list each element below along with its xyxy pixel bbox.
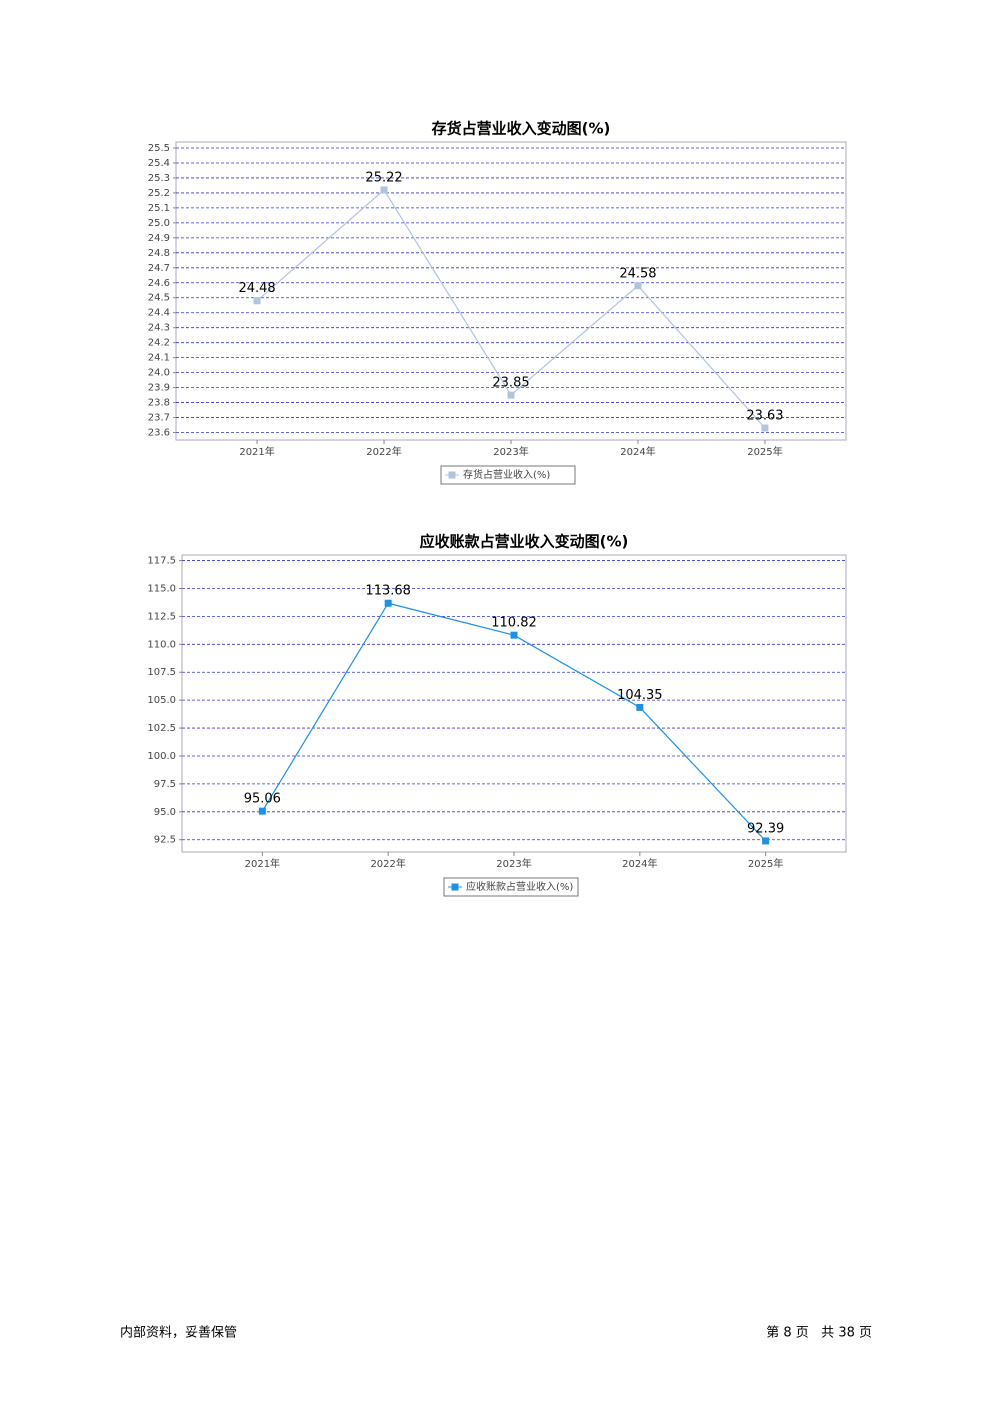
legend-marker <box>448 471 456 479</box>
y-tick-label: 25.3 <box>148 173 170 184</box>
x-tick-label: 2024年 <box>620 445 655 458</box>
x-tick-label: 2022年 <box>366 445 401 458</box>
x-tick-label: 2022年 <box>370 857 405 870</box>
x-tick-label: 2023年 <box>493 445 528 458</box>
y-tick-label: 24.5 <box>148 293 170 304</box>
value-label: 24.58 <box>619 266 656 281</box>
legend-box <box>443 877 579 897</box>
legend-box <box>440 465 576 485</box>
legend-label: 应收账款占营业收入(%) <box>466 880 573 893</box>
footer-left: 内部资料，妥善保管 <box>120 1325 237 1341</box>
y-tick-label: 25.0 <box>148 218 170 229</box>
point <box>253 297 261 305</box>
y-tick-label: 25.5 <box>148 143 170 154</box>
point <box>636 703 644 711</box>
y-tick-label: 97.5 <box>154 779 176 790</box>
point <box>380 186 388 194</box>
y-tick-label: 23.8 <box>148 398 170 409</box>
y-tick-label: 117.5 <box>147 556 176 567</box>
footer-right: 第 8 页 共 38 页 <box>766 1326 872 1341</box>
y-tick-label: 25.4 <box>148 158 170 169</box>
legend-marker <box>451 883 459 891</box>
value-label: 110.82 <box>491 616 537 631</box>
point <box>761 424 769 432</box>
y-tick-label: 23.9 <box>148 383 170 394</box>
y-tick-label: 24.4 <box>148 308 170 319</box>
value-label: 23.63 <box>746 409 783 424</box>
x-tick-label: 2023年 <box>496 857 531 870</box>
value-label: 92.39 <box>747 821 784 836</box>
y-tick-label: 23.6 <box>148 428 170 439</box>
y-tick-label: 23.7 <box>148 413 170 424</box>
y-tick-label: 24.0 <box>148 368 170 379</box>
chart-title: 存货占营业收入变动图(%) <box>432 120 611 138</box>
y-tick-label: 92.5 <box>154 835 176 846</box>
plot-area <box>175 141 847 441</box>
y-tick-label: 100.0 <box>147 751 176 762</box>
value-label: 25.22 <box>365 170 402 185</box>
y-tick-label: 24.7 <box>148 263 170 274</box>
y-tick-label: 24.9 <box>148 233 170 244</box>
y-tick-label: 110.0 <box>147 639 176 650</box>
y-tick-label: 107.5 <box>147 667 176 678</box>
point <box>258 807 266 815</box>
point <box>510 631 518 639</box>
value-label: 104.35 <box>617 688 663 703</box>
y-tick-label: 24.3 <box>148 323 170 334</box>
x-tick-label: 2021年 <box>245 857 280 870</box>
x-tick-label: 2024年 <box>622 857 657 870</box>
value-label: 24.48 <box>238 281 275 296</box>
y-tick-label: 24.2 <box>148 338 170 349</box>
value-label: 95.06 <box>244 792 281 807</box>
plot-area <box>181 554 847 853</box>
y-tick-label: 24.1 <box>148 353 170 364</box>
y-tick-label: 95.0 <box>154 807 176 818</box>
point <box>507 391 515 399</box>
y-tick-label: 24.8 <box>148 248 170 259</box>
y-tick-label: 105.0 <box>147 695 176 706</box>
chart-title: 应收账款占营业收入变动图(%) <box>420 533 629 551</box>
y-tick-label: 24.6 <box>148 278 170 289</box>
y-tick-label: 102.5 <box>147 723 176 734</box>
value-label: 113.68 <box>365 584 411 599</box>
x-tick-label: 2025年 <box>747 445 782 458</box>
x-tick-label: 2021年 <box>239 445 274 458</box>
y-tick-label: 25.2 <box>148 188 170 199</box>
x-tick-label: 2025年 <box>748 857 783 870</box>
y-tick-label: 112.5 <box>147 611 176 622</box>
point <box>384 599 392 607</box>
point <box>634 282 642 290</box>
legend-label: 存货占营业收入(%) <box>463 468 550 481</box>
y-tick-label: 25.1 <box>148 203 170 214</box>
point <box>762 837 770 845</box>
value-label: 23.85 <box>492 376 529 391</box>
y-tick-label: 115.0 <box>147 583 176 594</box>
